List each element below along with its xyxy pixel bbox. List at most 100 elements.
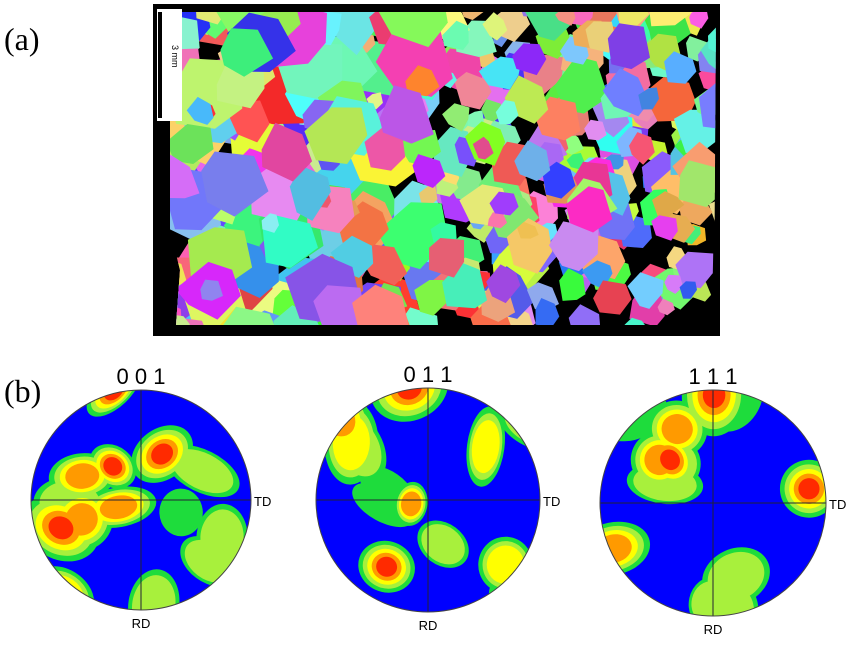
contour	[661, 414, 693, 445]
grain	[678, 160, 716, 208]
grain	[396, 307, 439, 325]
grain	[549, 221, 599, 272]
contour	[400, 491, 422, 517]
grain	[261, 213, 279, 233]
grain	[657, 298, 675, 316]
grain	[414, 280, 453, 316]
contour	[99, 495, 138, 520]
grain	[313, 285, 366, 325]
scale-label: 3 mm	[170, 45, 180, 68]
contour	[48, 516, 74, 540]
grain	[201, 151, 269, 217]
contour	[159, 488, 203, 537]
grain	[648, 12, 694, 27]
grain	[405, 65, 440, 97]
grain	[593, 280, 632, 315]
grain	[442, 103, 470, 132]
grain	[559, 268, 586, 301]
grain	[429, 238, 465, 278]
grain	[481, 99, 502, 122]
grain	[352, 284, 409, 325]
grain	[482, 12, 508, 41]
contour	[103, 457, 123, 476]
grain	[304, 107, 368, 164]
grain	[607, 23, 650, 70]
contour	[316, 588, 350, 612]
grain	[535, 298, 560, 325]
contour	[702, 390, 726, 409]
td-label: TD	[829, 497, 846, 512]
grain	[568, 304, 601, 325]
grain	[379, 85, 434, 144]
contour	[421, 524, 465, 565]
grain	[418, 185, 438, 206]
grain	[629, 132, 655, 165]
pole-figure-rim	[30, 389, 252, 611]
grain	[486, 264, 521, 304]
grain	[708, 25, 716, 56]
grain	[506, 218, 553, 274]
grain	[679, 281, 697, 299]
grain	[327, 12, 387, 56]
grain	[584, 119, 607, 141]
grain	[525, 12, 574, 41]
contour	[706, 585, 754, 616]
grain	[664, 274, 683, 294]
pf-title: 1 1 1	[689, 364, 738, 389]
contour	[131, 575, 176, 610]
grain	[170, 154, 200, 199]
panel-label: (b)	[4, 373, 41, 409]
grain	[454, 72, 492, 110]
grain	[566, 186, 613, 233]
contour	[171, 449, 234, 494]
contour	[471, 420, 500, 474]
pf-title: 0 0 1	[117, 364, 166, 389]
grain	[514, 140, 551, 182]
grain	[675, 251, 714, 289]
grain	[412, 154, 446, 188]
grain	[627, 272, 664, 309]
grain	[554, 56, 609, 114]
contour	[65, 463, 100, 489]
grain	[489, 191, 519, 216]
grain	[652, 191, 685, 217]
grain	[698, 82, 716, 130]
grain	[602, 68, 650, 117]
grain	[638, 87, 659, 110]
contour	[660, 449, 680, 471]
grain	[700, 37, 716, 73]
grain	[555, 12, 576, 26]
grain	[566, 153, 586, 170]
grain	[689, 12, 709, 29]
contour	[184, 539, 233, 583]
ebsd-map	[170, 12, 716, 325]
grain	[364, 126, 406, 171]
rd-label: RD	[132, 616, 151, 631]
grain	[459, 12, 487, 20]
grain	[170, 124, 214, 164]
grain	[478, 56, 522, 90]
contour	[318, 591, 346, 612]
rd-label: RD	[704, 622, 723, 637]
grain	[585, 21, 616, 53]
grain	[375, 12, 448, 48]
contour	[151, 443, 174, 465]
grain	[362, 244, 407, 286]
grain	[651, 215, 678, 241]
pole-figure-rim	[599, 389, 827, 617]
grain	[517, 221, 539, 239]
grain	[442, 20, 469, 50]
td-label: TD	[254, 494, 271, 509]
grain	[618, 12, 650, 29]
grain	[261, 122, 313, 182]
grain	[495, 100, 519, 125]
grain	[542, 161, 576, 199]
td-label: TD	[543, 494, 560, 509]
grain	[220, 28, 274, 77]
contour	[322, 594, 343, 612]
grain	[472, 136, 494, 160]
grain	[512, 43, 547, 76]
grain	[186, 96, 214, 125]
grain	[222, 306, 280, 325]
